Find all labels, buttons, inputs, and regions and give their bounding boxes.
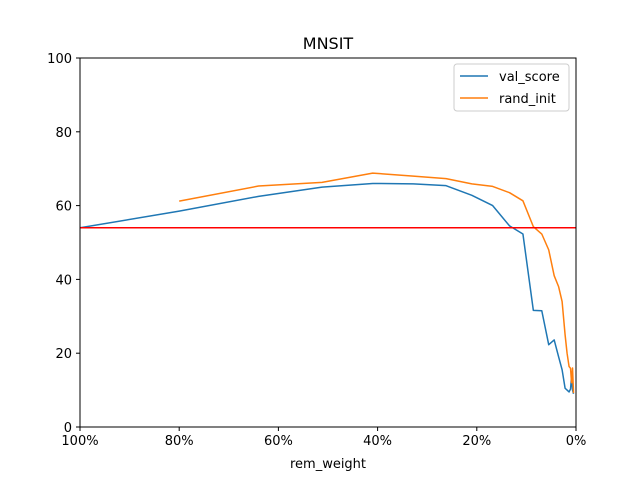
y-tick-label: 60 <box>55 200 72 215</box>
x-tick-label: 40% <box>363 434 392 449</box>
series-line-rand-init <box>179 172 575 394</box>
x-tick-label: 20% <box>462 434 491 449</box>
x-tick-label: 100% <box>61 434 98 449</box>
chart-title: MNSIT <box>303 34 354 53</box>
legend: val_score rand_init <box>453 63 570 112</box>
x-tick-label: 0% <box>566 434 587 449</box>
y-tick-label: 40 <box>55 273 72 288</box>
plot-frame <box>79 57 577 428</box>
x-tick-label: 80% <box>165 434 194 449</box>
y-tick-label: 80 <box>55 126 72 141</box>
y-tick-label: 0 <box>64 421 72 436</box>
y-tick-label: 100 <box>47 52 72 67</box>
x-tick-label: 60% <box>264 434 293 449</box>
x-axis-label: rem_weight <box>290 457 366 472</box>
series-line-val-score <box>80 182 575 394</box>
legend-label: rand_init <box>499 92 556 107</box>
y-axis: 0 20 40 60 80 100 <box>47 52 80 436</box>
plot-layer <box>80 172 576 394</box>
y-tick-label: 20 <box>55 347 72 362</box>
legend-label: val_score <box>499 70 560 85</box>
x-axis: 100% 80% 60% 40% 20% 0% <box>61 427 586 449</box>
